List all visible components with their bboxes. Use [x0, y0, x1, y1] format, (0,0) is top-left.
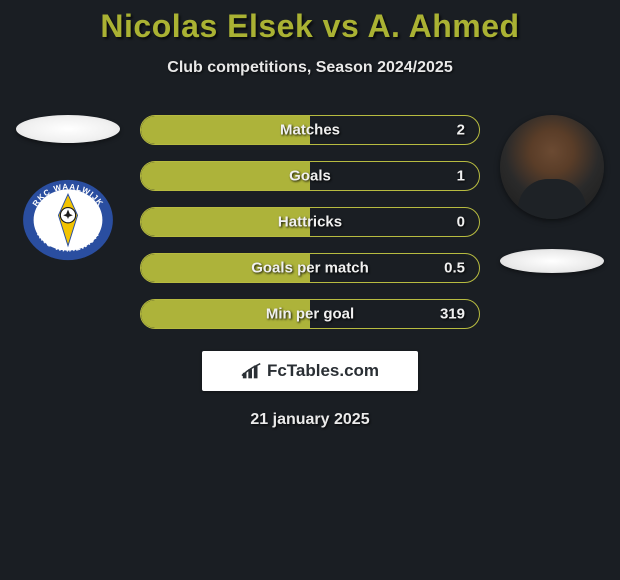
stat-label: Matches	[280, 122, 340, 139]
stat-label: Hattricks	[278, 214, 342, 231]
date-text: 21 january 2025	[0, 411, 620, 429]
page-title: Nicolas Elsek vs A. Ahmed	[0, 8, 620, 45]
rkc-waalwijk-badge-icon: RKC WAALWIJK RKC WAALWIJK	[20, 177, 116, 263]
bar-chart-icon	[241, 361, 263, 381]
stat-bar-hattricks: Hattricks 0	[140, 207, 480, 237]
stat-value: 1	[457, 168, 465, 185]
stat-value: 0	[457, 214, 465, 231]
stat-label: Goals per match	[251, 260, 369, 277]
stat-bars: Matches 2 Goals 1 Hattricks 0 Goals per …	[140, 115, 480, 329]
stat-label: Goals	[289, 168, 331, 185]
content-area: RKC WAALWIJK RKC WAALWIJK Matches 2	[0, 115, 620, 429]
stat-value: 0.5	[444, 260, 465, 277]
subtitle: Club competitions, Season 2024/2025	[0, 59, 620, 77]
stat-bar-matches: Matches 2	[140, 115, 480, 145]
stat-value: 2	[457, 122, 465, 139]
stat-bar-min-per-goal: Min per goal 319	[140, 299, 480, 329]
stat-bar-fill	[141, 162, 310, 190]
left-column: RKC WAALWIJK RKC WAALWIJK	[8, 115, 128, 263]
stat-bar-goals: Goals 1	[140, 161, 480, 191]
right-column	[492, 115, 612, 273]
stat-value: 319	[440, 306, 465, 323]
stats-comparison-card: Nicolas Elsek vs A. Ahmed Club competiti…	[0, 0, 620, 429]
club-badge-left: RKC WAALWIJK RKC WAALWIJK	[18, 177, 118, 263]
club-placeholder-right	[500, 249, 604, 273]
stat-bar-goals-per-match: Goals per match 0.5	[140, 253, 480, 283]
player-placeholder-left	[16, 115, 120, 143]
player-photo-right	[500, 115, 604, 219]
watermark: FcTables.com	[202, 351, 418, 391]
stat-label: Min per goal	[266, 306, 354, 323]
watermark-text: FcTables.com	[267, 361, 379, 381]
